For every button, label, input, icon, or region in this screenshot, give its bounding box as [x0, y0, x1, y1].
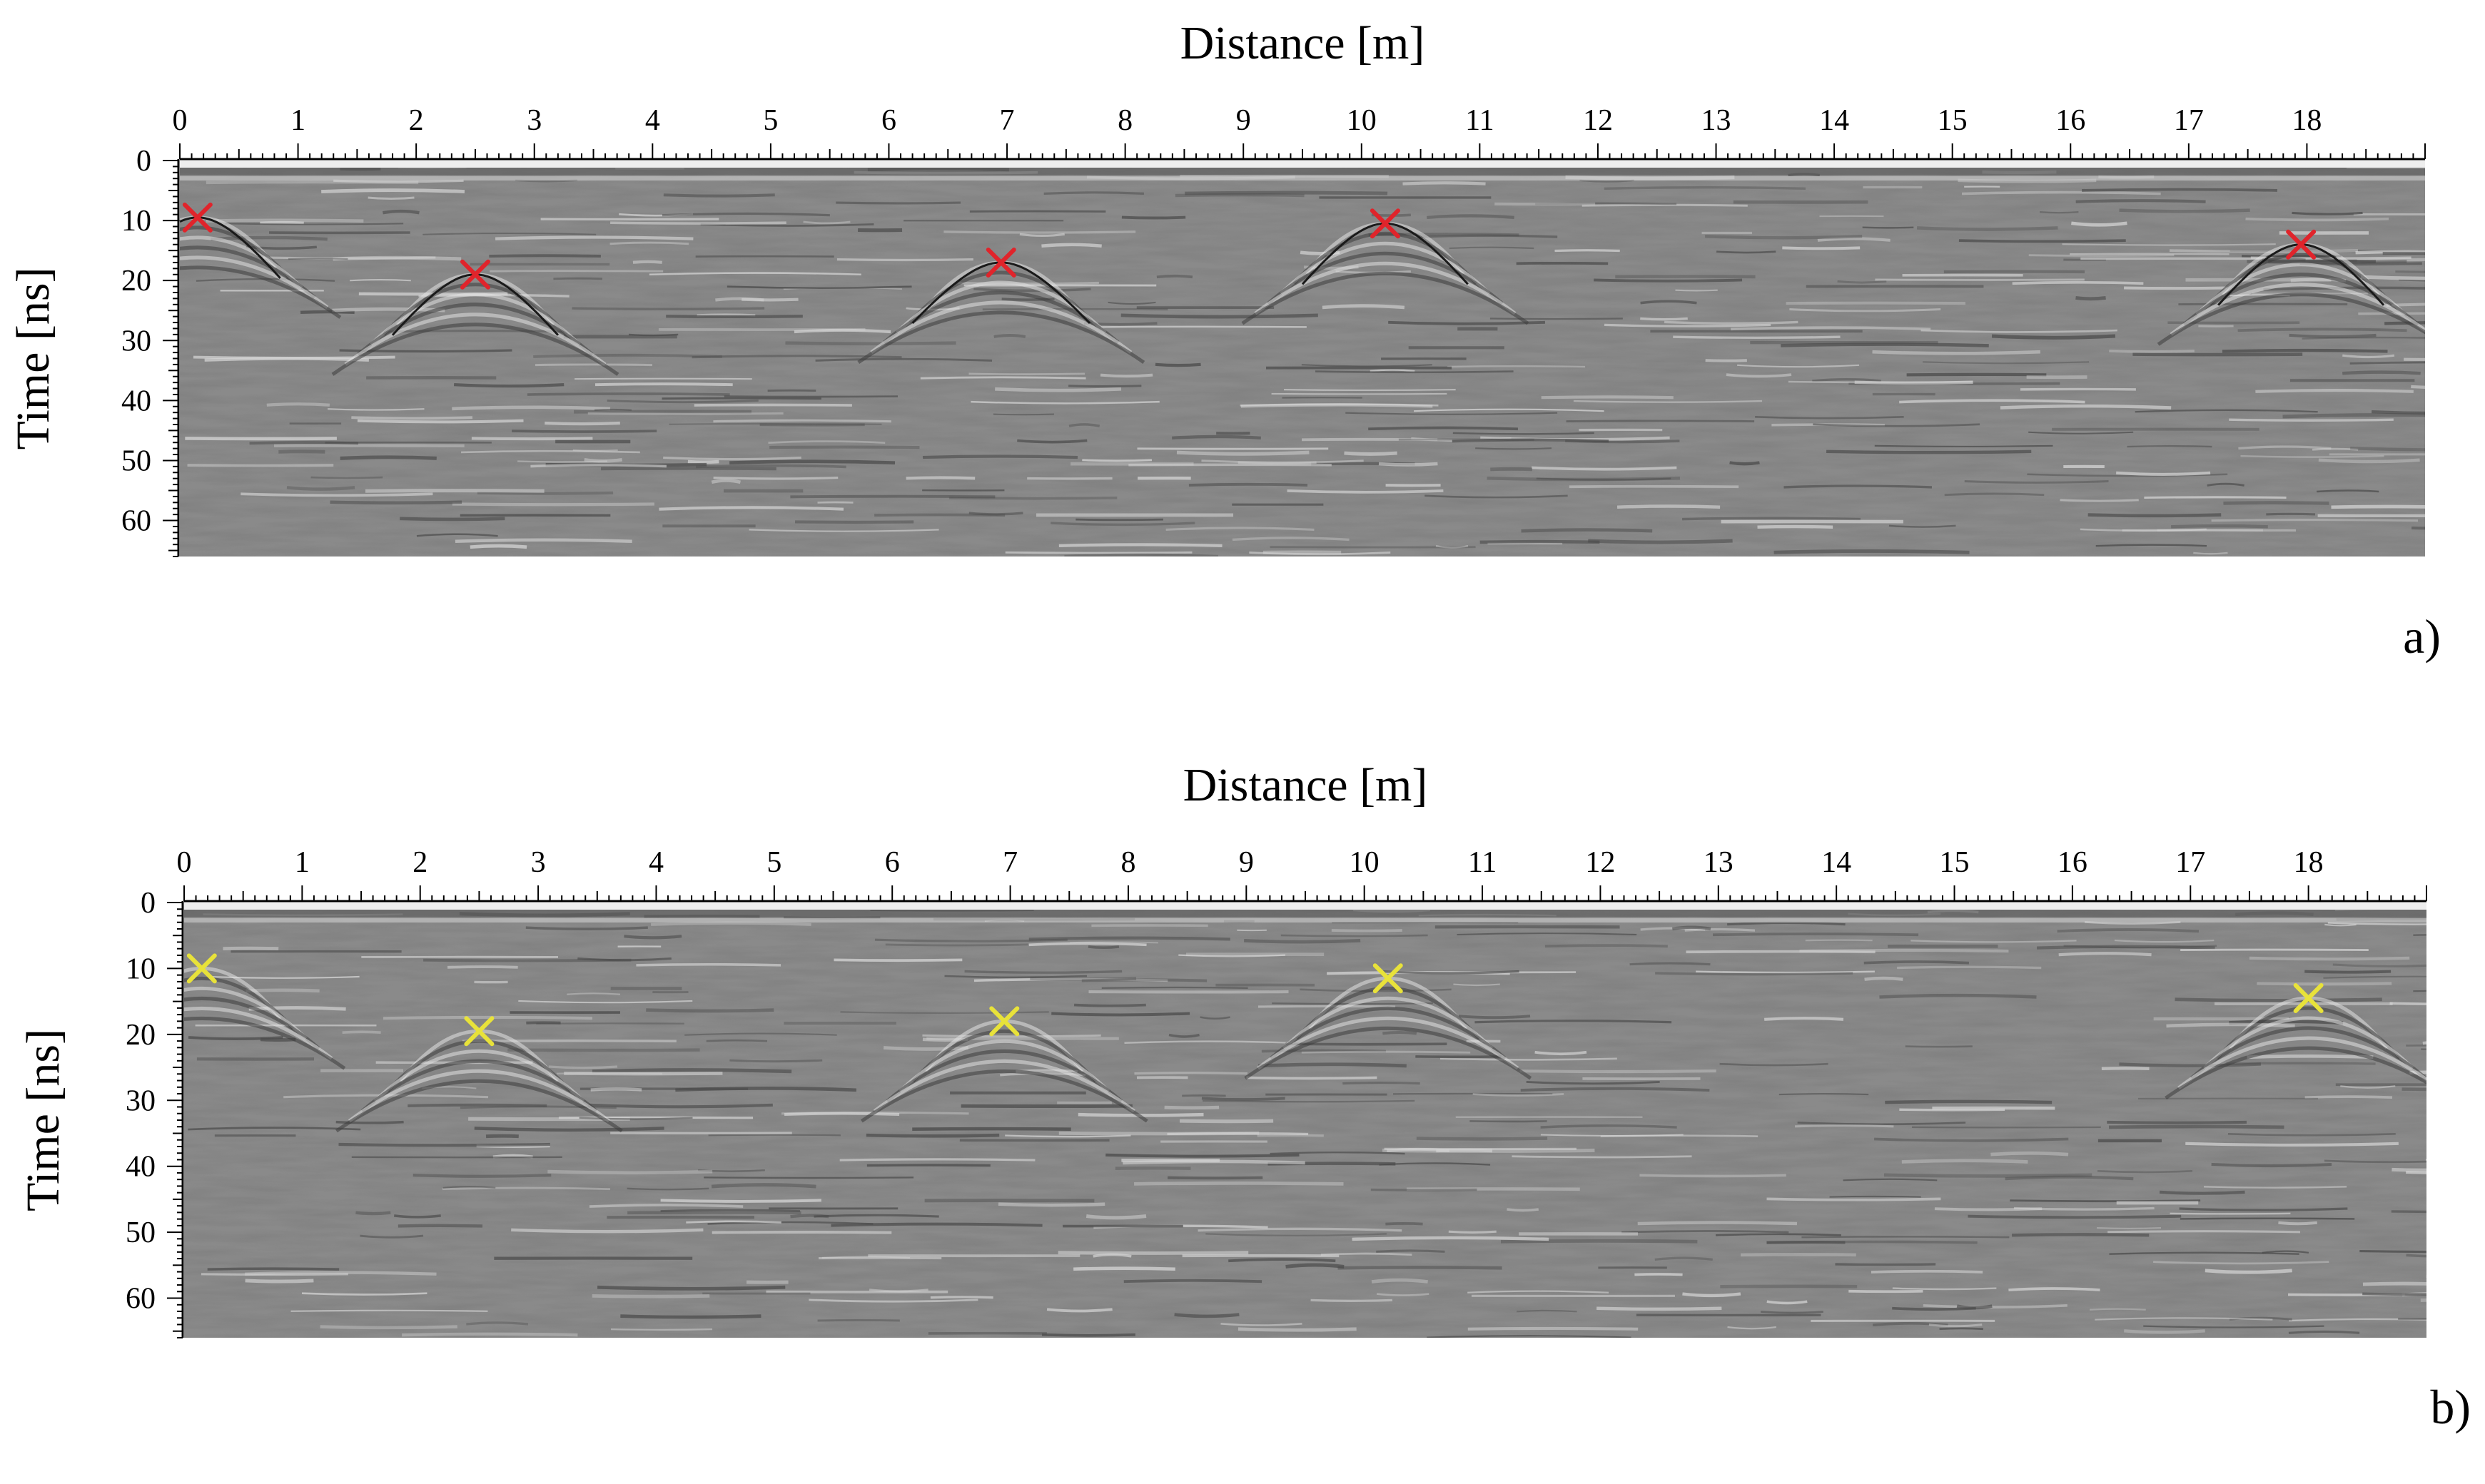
x-tick-label: 12 — [1583, 104, 1613, 137]
x-tick-label: 15 — [1940, 846, 1970, 879]
x-tick-label: 0 — [177, 846, 192, 879]
x-tick-label: 12 — [1585, 846, 1615, 879]
x-tick-label: 9 — [1236, 104, 1251, 137]
x-tick-label: 17 — [2174, 104, 2204, 137]
target-marker — [186, 953, 217, 984]
x-tick-label: 6 — [881, 104, 896, 137]
x-tick-label: 7 — [1003, 846, 1018, 879]
x-tick-label: 1 — [295, 846, 310, 879]
x-tick-label: 18 — [2292, 104, 2322, 137]
x-axis-label: Distance [m] — [1180, 17, 1425, 69]
y-tick-label: 0 — [136, 145, 151, 178]
panel-label: a) — [2403, 609, 2441, 664]
x-tick-label: 0 — [173, 104, 188, 137]
y-tick-label: 10 — [121, 205, 151, 238]
x-tick-label: 2 — [413, 846, 427, 879]
y-tick-label: 20 — [121, 265, 151, 298]
x-tick-label: 7 — [1000, 104, 1015, 137]
x-tick-label: 10 — [1350, 846, 1380, 879]
x-tick-label: 15 — [1938, 104, 1968, 137]
x-tick-label: 6 — [885, 846, 900, 879]
radargram-chart-a: 0 1 2 3 4 5 6 7 8 9 10 11 12 13 14 15 16 17 18010203040506… — [7, 17, 2441, 664]
y-tick-label: 30 — [126, 1084, 156, 1117]
x-tick-label: 14 — [1821, 846, 1851, 879]
x-tick-label: 13 — [1701, 104, 1731, 137]
panel-a: 0 1 2 3 4 5 6 7 8 9 10 11 12 13 14 15 16 17 18 0 10 20 30 40 50 6… — [0, 0, 2485, 713]
x-tick-label: 4 — [645, 104, 660, 137]
x-tick-label: 13 — [1704, 846, 1734, 879]
y-axis-label: Time [ns] — [7, 267, 59, 449]
x-tick-label: 18 — [2294, 846, 2324, 879]
target-marker — [182, 202, 213, 233]
x-tick-label: 2 — [409, 104, 424, 137]
y-tick-label: 40 — [121, 385, 151, 417]
x-tick-label: 5 — [763, 104, 778, 137]
x-axis-label: Distance [m] — [1183, 759, 1428, 811]
x-tick-label: 10 — [1347, 104, 1377, 137]
x-tick-label: 17 — [2175, 846, 2205, 879]
radargram-texture — [180, 161, 2425, 556]
target-marker — [464, 1016, 495, 1047]
x-tick-label: 16 — [2058, 846, 2087, 879]
target-marker — [2286, 229, 2317, 260]
y-tick-label: 20 — [126, 1019, 156, 1052]
radargram-chart-b: 0 1 2 3 4 5 6 7 8 9 10 11 12 13 14 15 16 17 18010203040506… — [17, 759, 2471, 1434]
x-tick-label: 11 — [1468, 846, 1497, 879]
x-tick-label: 8 — [1118, 104, 1133, 137]
y-tick-label: 40 — [126, 1151, 156, 1184]
target-marker — [2293, 983, 2324, 1014]
y-tick-label: 50 — [126, 1216, 156, 1249]
y-axis-label: Time [ns] — [17, 1029, 69, 1211]
x-tick-label: 1 — [290, 104, 305, 137]
panel-b: 0 1 2 3 4 5 6 7 8 9 10 11 12 13 14 15 16 17 18 0 10 20 30 40 50 6… — [0, 742, 2485, 1480]
target-marker — [460, 259, 490, 290]
target-marker — [1370, 208, 1400, 239]
x-tick-label: 14 — [1819, 104, 1849, 137]
x-tick-label: 3 — [527, 104, 542, 137]
target-marker — [986, 247, 1016, 278]
target-marker — [1372, 963, 1403, 994]
y-tick-label: 50 — [121, 444, 151, 477]
y-tick-label: 60 — [126, 1283, 156, 1316]
x-tick-label: 5 — [766, 846, 781, 879]
y-tick-label: 10 — [126, 952, 156, 985]
x-tick-label: 11 — [1465, 104, 1494, 137]
x-tick-label: 4 — [649, 846, 664, 879]
y-tick-label: 60 — [121, 505, 151, 538]
x-tick-label: 9 — [1239, 846, 1254, 879]
x-tick-label: 8 — [1120, 846, 1135, 879]
target-marker — [989, 1006, 1020, 1037]
panel-label: b) — [2430, 1380, 2471, 1434]
x-tick-label: 16 — [2055, 104, 2085, 137]
x-tick-label: 3 — [531, 846, 546, 879]
y-tick-label: 30 — [121, 325, 151, 357]
y-tick-label: 0 — [141, 887, 156, 920]
radargram-texture — [184, 903, 2426, 1338]
